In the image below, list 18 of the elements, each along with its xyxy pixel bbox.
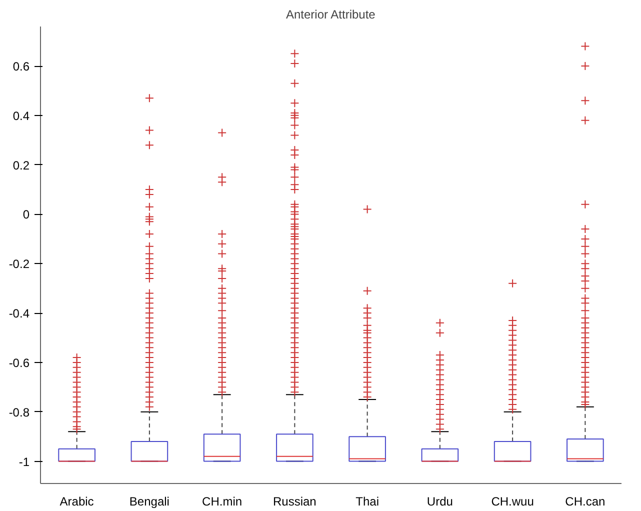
y-tick-label: 0.2 [12,158,30,172]
x-tick-label: Arabic [60,494,94,508]
y-tick-label: -0.4 [8,306,30,321]
y-tick-label: -0.2 [8,257,30,272]
y-tick-label: -1 [18,454,30,469]
x-tick-label: CH.wuu [491,494,534,508]
y-tick-label: 0.4 [12,108,30,123]
x-tick-label: Bengali [129,494,170,508]
x-tick-label: CH.min [202,494,242,508]
x-tick-label: Thai [356,494,379,508]
x-tick-label: CH.can [565,494,606,508]
x-tick-label: Russian [273,494,316,508]
y-tick-label: -0.8 [8,405,30,420]
y-tick-label: 0.6 [12,60,30,74]
chart-title: Anterior Attribute [286,8,376,22]
y-tick-label: -0.6 [8,356,30,370]
x-tick-label: Urdu [426,494,453,508]
y-tick-label: 0 [22,208,30,222]
